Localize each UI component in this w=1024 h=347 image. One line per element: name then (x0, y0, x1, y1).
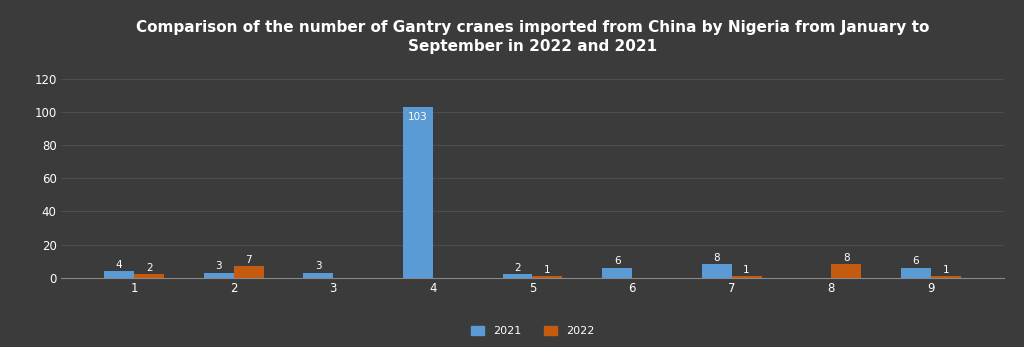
Bar (831, 264, 861, 278)
Bar (403, 107, 433, 278)
Text: 6: 6 (613, 256, 621, 266)
Bar (532, 276, 562, 278)
Bar (204, 273, 233, 278)
Text: 2: 2 (514, 263, 521, 273)
Bar (602, 268, 632, 278)
Bar (303, 273, 333, 278)
Text: 1: 1 (743, 265, 750, 274)
Bar (901, 268, 931, 278)
Text: 1: 1 (544, 265, 551, 274)
Text: 8: 8 (714, 253, 720, 263)
Text: 2: 2 (145, 263, 153, 273)
Bar (233, 266, 263, 278)
Text: 1: 1 (942, 265, 949, 274)
Bar (104, 271, 134, 278)
Text: 4: 4 (116, 260, 123, 270)
Text: 3: 3 (315, 261, 322, 271)
Text: 6: 6 (912, 256, 920, 266)
Text: 7: 7 (246, 255, 252, 265)
Bar (931, 276, 961, 278)
Text: 103: 103 (409, 112, 428, 122)
Legend: 2021, 2022: 2021, 2022 (466, 322, 599, 341)
Text: 8: 8 (843, 253, 850, 263)
Bar (503, 274, 532, 278)
Bar (701, 264, 732, 278)
Bar (134, 274, 164, 278)
Text: 3: 3 (215, 261, 222, 271)
Title: Comparison of the number of Gantry cranes imported from China by Nigeria from Ja: Comparison of the number of Gantry crane… (136, 19, 929, 54)
Bar (732, 276, 762, 278)
